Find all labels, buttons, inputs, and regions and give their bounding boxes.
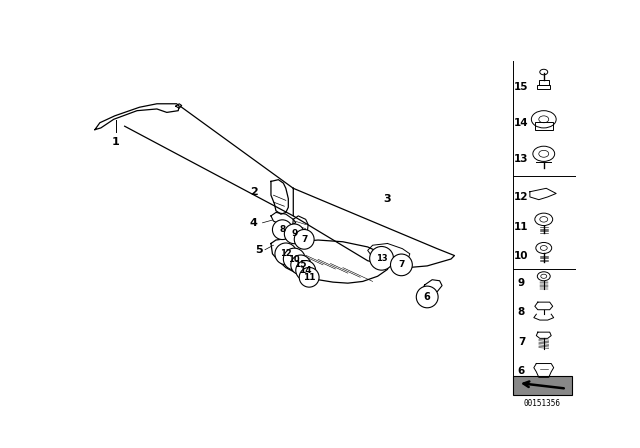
Text: 3: 3 (384, 194, 391, 204)
Text: 7: 7 (518, 337, 525, 347)
Ellipse shape (284, 224, 304, 244)
Ellipse shape (273, 220, 292, 240)
Text: 7: 7 (301, 235, 307, 244)
Text: 14: 14 (514, 118, 529, 128)
Ellipse shape (296, 261, 316, 280)
Ellipse shape (291, 255, 310, 275)
Text: 15: 15 (514, 82, 529, 91)
Text: 13: 13 (514, 154, 529, 164)
Ellipse shape (390, 254, 412, 276)
Text: 7: 7 (398, 260, 404, 269)
Ellipse shape (300, 267, 319, 287)
Text: 1: 1 (112, 137, 120, 146)
Text: 6: 6 (518, 366, 525, 376)
Text: 10: 10 (289, 254, 300, 263)
Text: 14: 14 (300, 266, 312, 275)
Text: 10: 10 (514, 250, 529, 261)
Bar (539, 80, 548, 85)
Text: 12: 12 (514, 192, 529, 202)
Text: 2: 2 (250, 187, 257, 197)
Ellipse shape (275, 243, 297, 265)
Text: 8: 8 (279, 225, 285, 234)
Text: 12: 12 (280, 250, 292, 258)
Ellipse shape (370, 246, 394, 270)
Text: 11: 11 (514, 222, 529, 232)
Text: 13: 13 (376, 254, 387, 263)
Bar (538, 85, 550, 89)
Text: 8: 8 (518, 307, 525, 318)
Text: 9: 9 (518, 278, 525, 288)
Text: 5: 5 (255, 246, 262, 255)
Bar (535, 122, 553, 129)
Text: 11: 11 (303, 273, 316, 282)
Ellipse shape (284, 248, 305, 270)
Text: 9: 9 (291, 229, 298, 238)
Text: 15: 15 (294, 260, 307, 269)
Ellipse shape (294, 229, 314, 249)
Bar (513, 376, 572, 395)
Text: 4: 4 (250, 218, 257, 228)
Text: 00151356: 00151356 (524, 400, 561, 409)
Ellipse shape (416, 286, 438, 308)
Text: 6: 6 (424, 292, 431, 302)
